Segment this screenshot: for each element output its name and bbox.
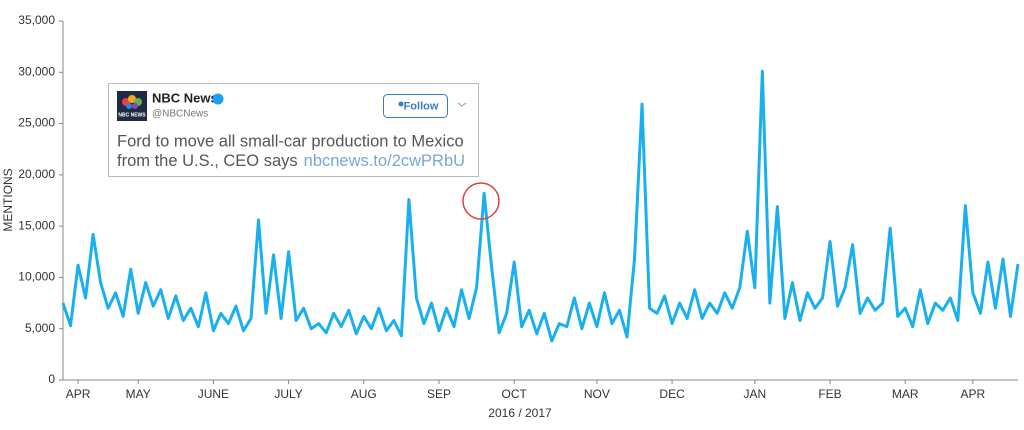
y-tick-label: 15,000 [18,218,55,232]
tweet-link[interactable]: nbcnews.to/2cwPRbU [304,152,465,170]
data-line [61,69,1020,343]
tweet-card: NBC NEWS NBC News @NBCNews Follow Ford t… [108,83,479,177]
x-tick-label: MAR [892,387,919,401]
x-tick-label: DEC [659,387,685,401]
menu-chevron[interactable] [457,102,467,107]
x-axis-label: 2016 / 2017 [488,406,552,420]
plot: 0 5,000 10,000 15,000 20,000 25,000 30,000 35,0… [18,13,1020,401]
y-tick-label: 0 [48,372,55,386]
account-name: NBC News [152,90,218,105]
x-tick-label: APR [961,387,986,401]
y-tick-label: 30,000 [18,64,55,78]
x-tick-label: OCT [502,387,528,401]
follow-button[interactable] [383,94,448,118]
x-tick-label: JAN [743,387,766,401]
y-axis-label: MENTIONS [1,168,15,231]
highlight-circle [462,182,500,220]
x-tick-label: MAY [126,387,151,401]
x-tick-label: FEB [818,387,841,401]
follow-label[interactable]: Follow [404,100,439,112]
x-tick-label: NOV [584,387,610,401]
x-tick-label: AUG [351,387,377,401]
tweet-text-part: from the U.S., CEO says [117,152,298,170]
logo-text: NBC NEWS [118,112,146,118]
x-tick-label: JULY [274,387,302,401]
x-tick-label: JUNE [198,387,229,401]
y-tick-label: 35,000 [18,13,55,27]
tweet-text: from the U.S., CEO says nbcnews.to/2cwPRb… [117,152,465,170]
y-tick-label: 20,000 [18,167,55,181]
x-tick-label: SEP [427,387,451,401]
tweet-text: Ford to move all small-car production to… [117,132,464,150]
peacock [122,95,142,109]
y-tick-label: 25,000 [18,116,55,130]
y-tick-label: 10,000 [18,270,55,284]
x-tick-label: APR [66,387,91,401]
follow-icon [398,101,404,107]
account-handle: @NBCNews [152,109,208,120]
y-tick-label: 5,000 [25,321,55,335]
verified-badge [212,93,224,105]
